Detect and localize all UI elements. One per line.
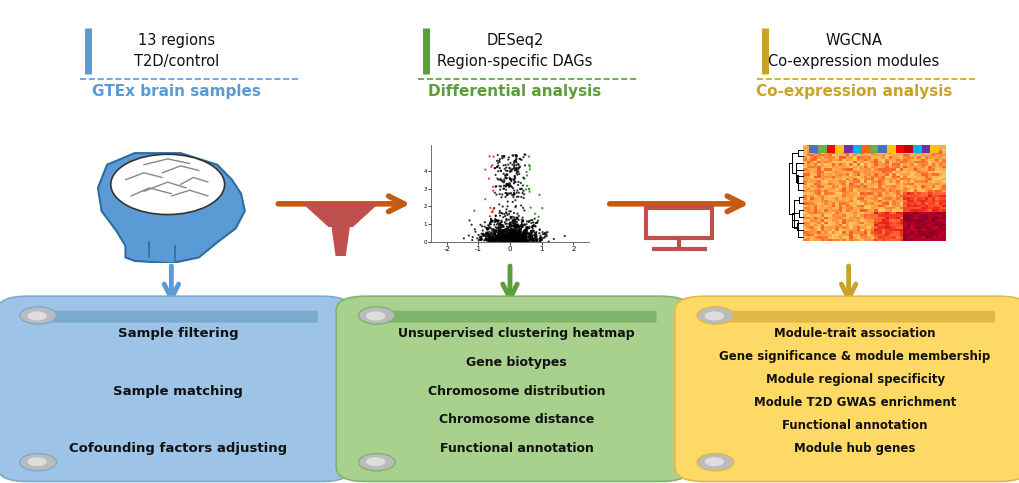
Circle shape — [28, 457, 47, 466]
Text: Co-expression modules: Co-expression modules — [767, 54, 938, 69]
Text: Chromosome distance: Chromosome distance — [438, 413, 594, 426]
Text: Gene biotypes: Gene biotypes — [466, 356, 567, 369]
Circle shape — [704, 457, 723, 466]
Circle shape — [696, 454, 733, 471]
Text: 13 regions: 13 regions — [138, 32, 215, 48]
Circle shape — [704, 312, 723, 321]
Text: T2D/control: T2D/control — [133, 54, 219, 69]
Text: Module T2D GWAS enrichment: Module T2D GWAS enrichment — [753, 396, 956, 409]
FancyBboxPatch shape — [646, 208, 711, 238]
FancyBboxPatch shape — [675, 296, 1019, 482]
Circle shape — [19, 454, 56, 471]
Text: Co-expression analysis: Co-expression analysis — [755, 84, 951, 99]
Text: DESeq2: DESeq2 — [486, 32, 543, 48]
Text: Sample filtering: Sample filtering — [117, 327, 237, 341]
Circle shape — [19, 307, 56, 324]
Polygon shape — [331, 227, 350, 256]
Circle shape — [358, 307, 394, 324]
Circle shape — [696, 307, 733, 324]
FancyBboxPatch shape — [726, 311, 995, 323]
Circle shape — [366, 312, 385, 321]
FancyBboxPatch shape — [49, 311, 318, 323]
Text: Unsupervised clustering heatmap: Unsupervised clustering heatmap — [397, 327, 634, 341]
Text: Functional annotation: Functional annotation — [782, 419, 927, 432]
Text: WGCNA: WGCNA — [824, 32, 881, 48]
Circle shape — [366, 457, 385, 466]
FancyBboxPatch shape — [0, 296, 352, 482]
Text: Functional annotation: Functional annotation — [439, 442, 593, 455]
Text: Differential analysis: Differential analysis — [428, 84, 601, 99]
FancyBboxPatch shape — [387, 311, 656, 323]
Circle shape — [28, 312, 47, 321]
Text: Module regional specificity: Module regional specificity — [765, 373, 944, 386]
Text: Region-specific DAGs: Region-specific DAGs — [437, 54, 592, 69]
Text: Chromosome distribution: Chromosome distribution — [427, 384, 604, 398]
Text: Module hub genes: Module hub genes — [794, 442, 915, 455]
Text: Cofounding factors adjusting: Cofounding factors adjusting — [68, 442, 286, 455]
Text: Sample matching: Sample matching — [113, 384, 243, 398]
Text: Module-trait association: Module-trait association — [773, 327, 935, 341]
Polygon shape — [302, 203, 379, 227]
FancyBboxPatch shape — [336, 296, 690, 482]
Circle shape — [358, 454, 394, 471]
Text: GTEx brain samples: GTEx brain samples — [92, 84, 261, 99]
Text: Gene significance & module membership: Gene significance & module membership — [718, 350, 989, 363]
